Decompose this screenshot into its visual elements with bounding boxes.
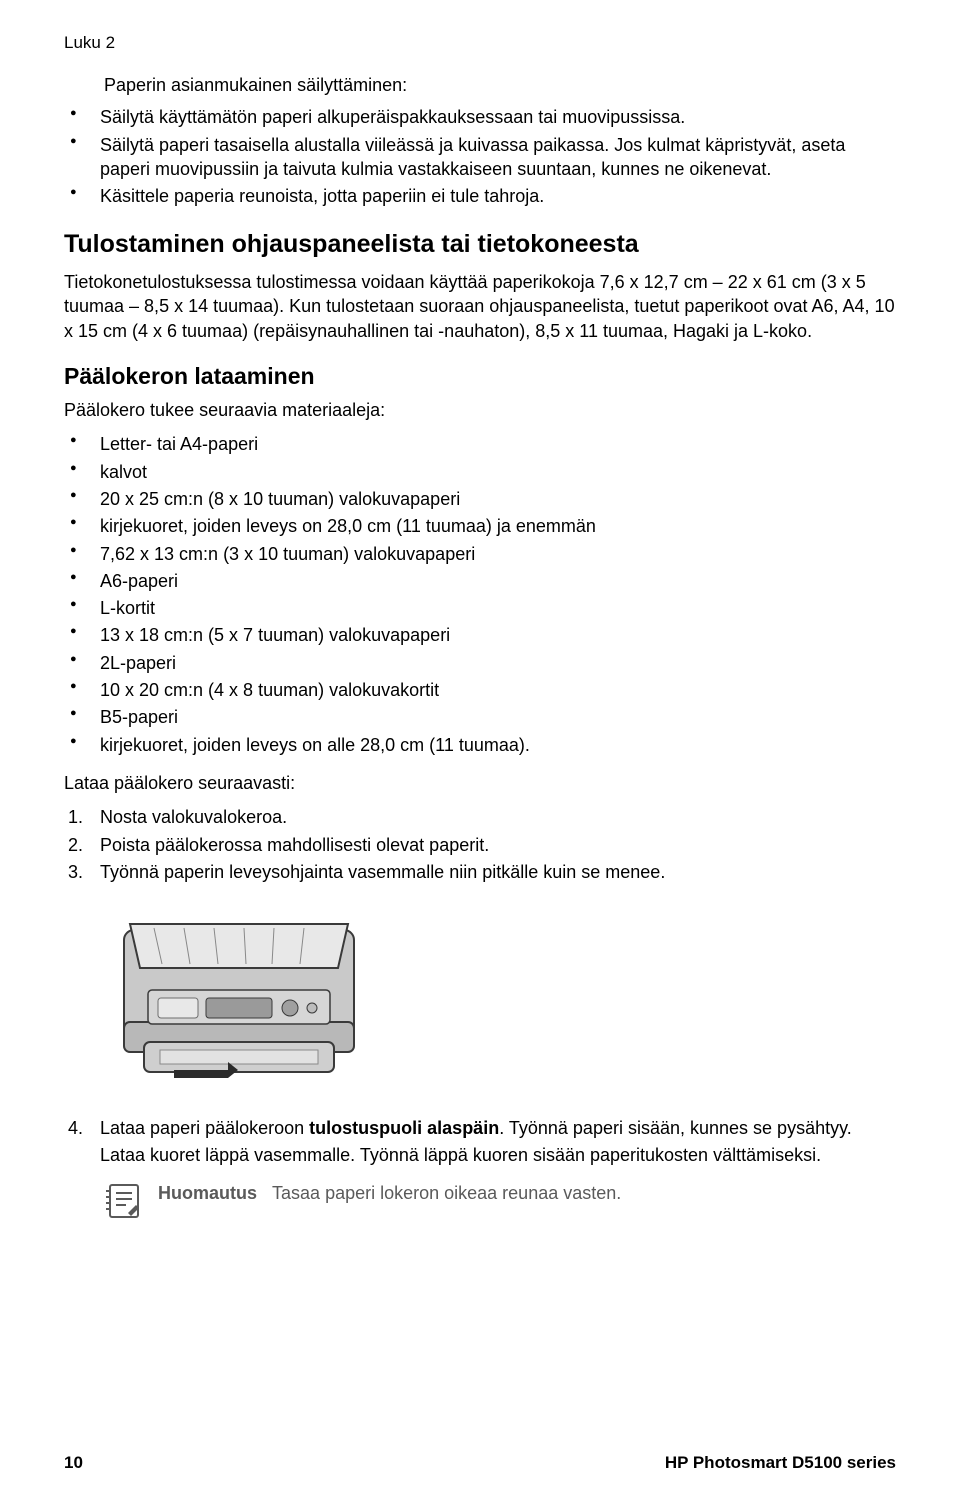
tray-lead: Päälokero tukee seuraavia materiaaleja:	[64, 398, 896, 422]
materials-list: Letter- tai A4-paperi kalvot 20 x 25 cm:…	[64, 432, 896, 757]
list-item: 20 x 25 cm:n (8 x 10 tuuman) valokuvapap…	[64, 487, 896, 511]
list-item: A6-paperi	[64, 569, 896, 593]
step4-pre: Lataa paperi päälokeroon	[100, 1118, 309, 1138]
list-item: kirjekuoret, joiden leveys on 28,0 cm (1…	[64, 514, 896, 538]
step-item: Työnnä paperin leveysohjainta vasemmalle…	[64, 860, 896, 884]
list-item: Säilytä paperi tasaisella alustalla viil…	[64, 133, 896, 182]
chapter-label: Luku 2	[64, 32, 896, 55]
list-item: Letter- tai A4-paperi	[64, 432, 896, 456]
list-item: kalvot	[64, 460, 896, 484]
step-item: Poista päälokerossa mahdollisesti olevat…	[64, 833, 896, 857]
list-item: 10 x 20 cm:n (4 x 8 tuuman) valokuvakort…	[64, 678, 896, 702]
list-item: Käsittele paperia reunoista, jotta paper…	[64, 184, 896, 208]
product-name: HP Photosmart D5100 series	[665, 1452, 896, 1475]
steps-list: Nosta valokuvalokeroa. Poista päälokeros…	[64, 805, 896, 884]
list-item: 7,62 x 13 cm:n (3 x 10 tuuman) valokuvap…	[64, 542, 896, 566]
list-item: 2L-paperi	[64, 651, 896, 675]
list-item: 13 x 18 cm:n (5 x 7 tuuman) valokuvapape…	[64, 623, 896, 647]
step4-line2: Lataa kuoret läppä vasemmalle. Työnnä lä…	[100, 1143, 896, 1167]
list-item: L-kortit	[64, 596, 896, 620]
note-label: Huomautus	[158, 1183, 257, 1203]
list-item: kirjekuoret, joiden leveys on alle 28,0 …	[64, 733, 896, 757]
steps-lead: Lataa päälokero seuraavasti:	[64, 771, 896, 795]
printer-figure	[104, 902, 896, 1098]
step-item: Nosta valokuvalokeroa.	[64, 805, 896, 829]
note-row: Huomautus Tasaa paperi lokeron oikeaa re…	[104, 1181, 896, 1221]
section-tray-title: Päälokeron lataaminen	[64, 361, 896, 392]
page-number: 10	[64, 1452, 83, 1475]
steps-list-continued: Lataa paperi päälokeroon tulostuspuoli a…	[64, 1116, 896, 1167]
list-item: Säilytä käyttämätön paperi alkuperäispak…	[64, 105, 896, 129]
step-item-4: Lataa paperi päälokeroon tulostuspuoli a…	[64, 1116, 896, 1167]
note-icon	[104, 1181, 144, 1221]
page-footer: 10 HP Photosmart D5100 series	[64, 1452, 896, 1475]
section-printing-paragraph: Tietokonetulostuksessa tulostimessa void…	[64, 270, 896, 343]
intro-bullets: Säilytä käyttämätön paperi alkuperäispak…	[64, 105, 896, 208]
section-printing-title: Tulostaminen ohjauspaneelista tai tietok…	[64, 228, 896, 262]
note-content: Huomautus Tasaa paperi lokeron oikeaa re…	[158, 1181, 621, 1205]
page: Luku 2 Paperin asianmukainen säilyttämin…	[0, 0, 960, 1499]
list-item: B5-paperi	[64, 705, 896, 729]
intro-heading: Paperin asianmukainen säilyttäminen:	[104, 73, 896, 97]
step4-bold: tulostuspuoli alaspäin	[309, 1118, 499, 1138]
printer-illustration	[104, 902, 394, 1092]
step4-post: . Työnnä paperi sisään, kunnes se pysäht…	[499, 1118, 852, 1138]
note-text: Tasaa paperi lokeron oikeaa reunaa vaste…	[272, 1183, 621, 1203]
